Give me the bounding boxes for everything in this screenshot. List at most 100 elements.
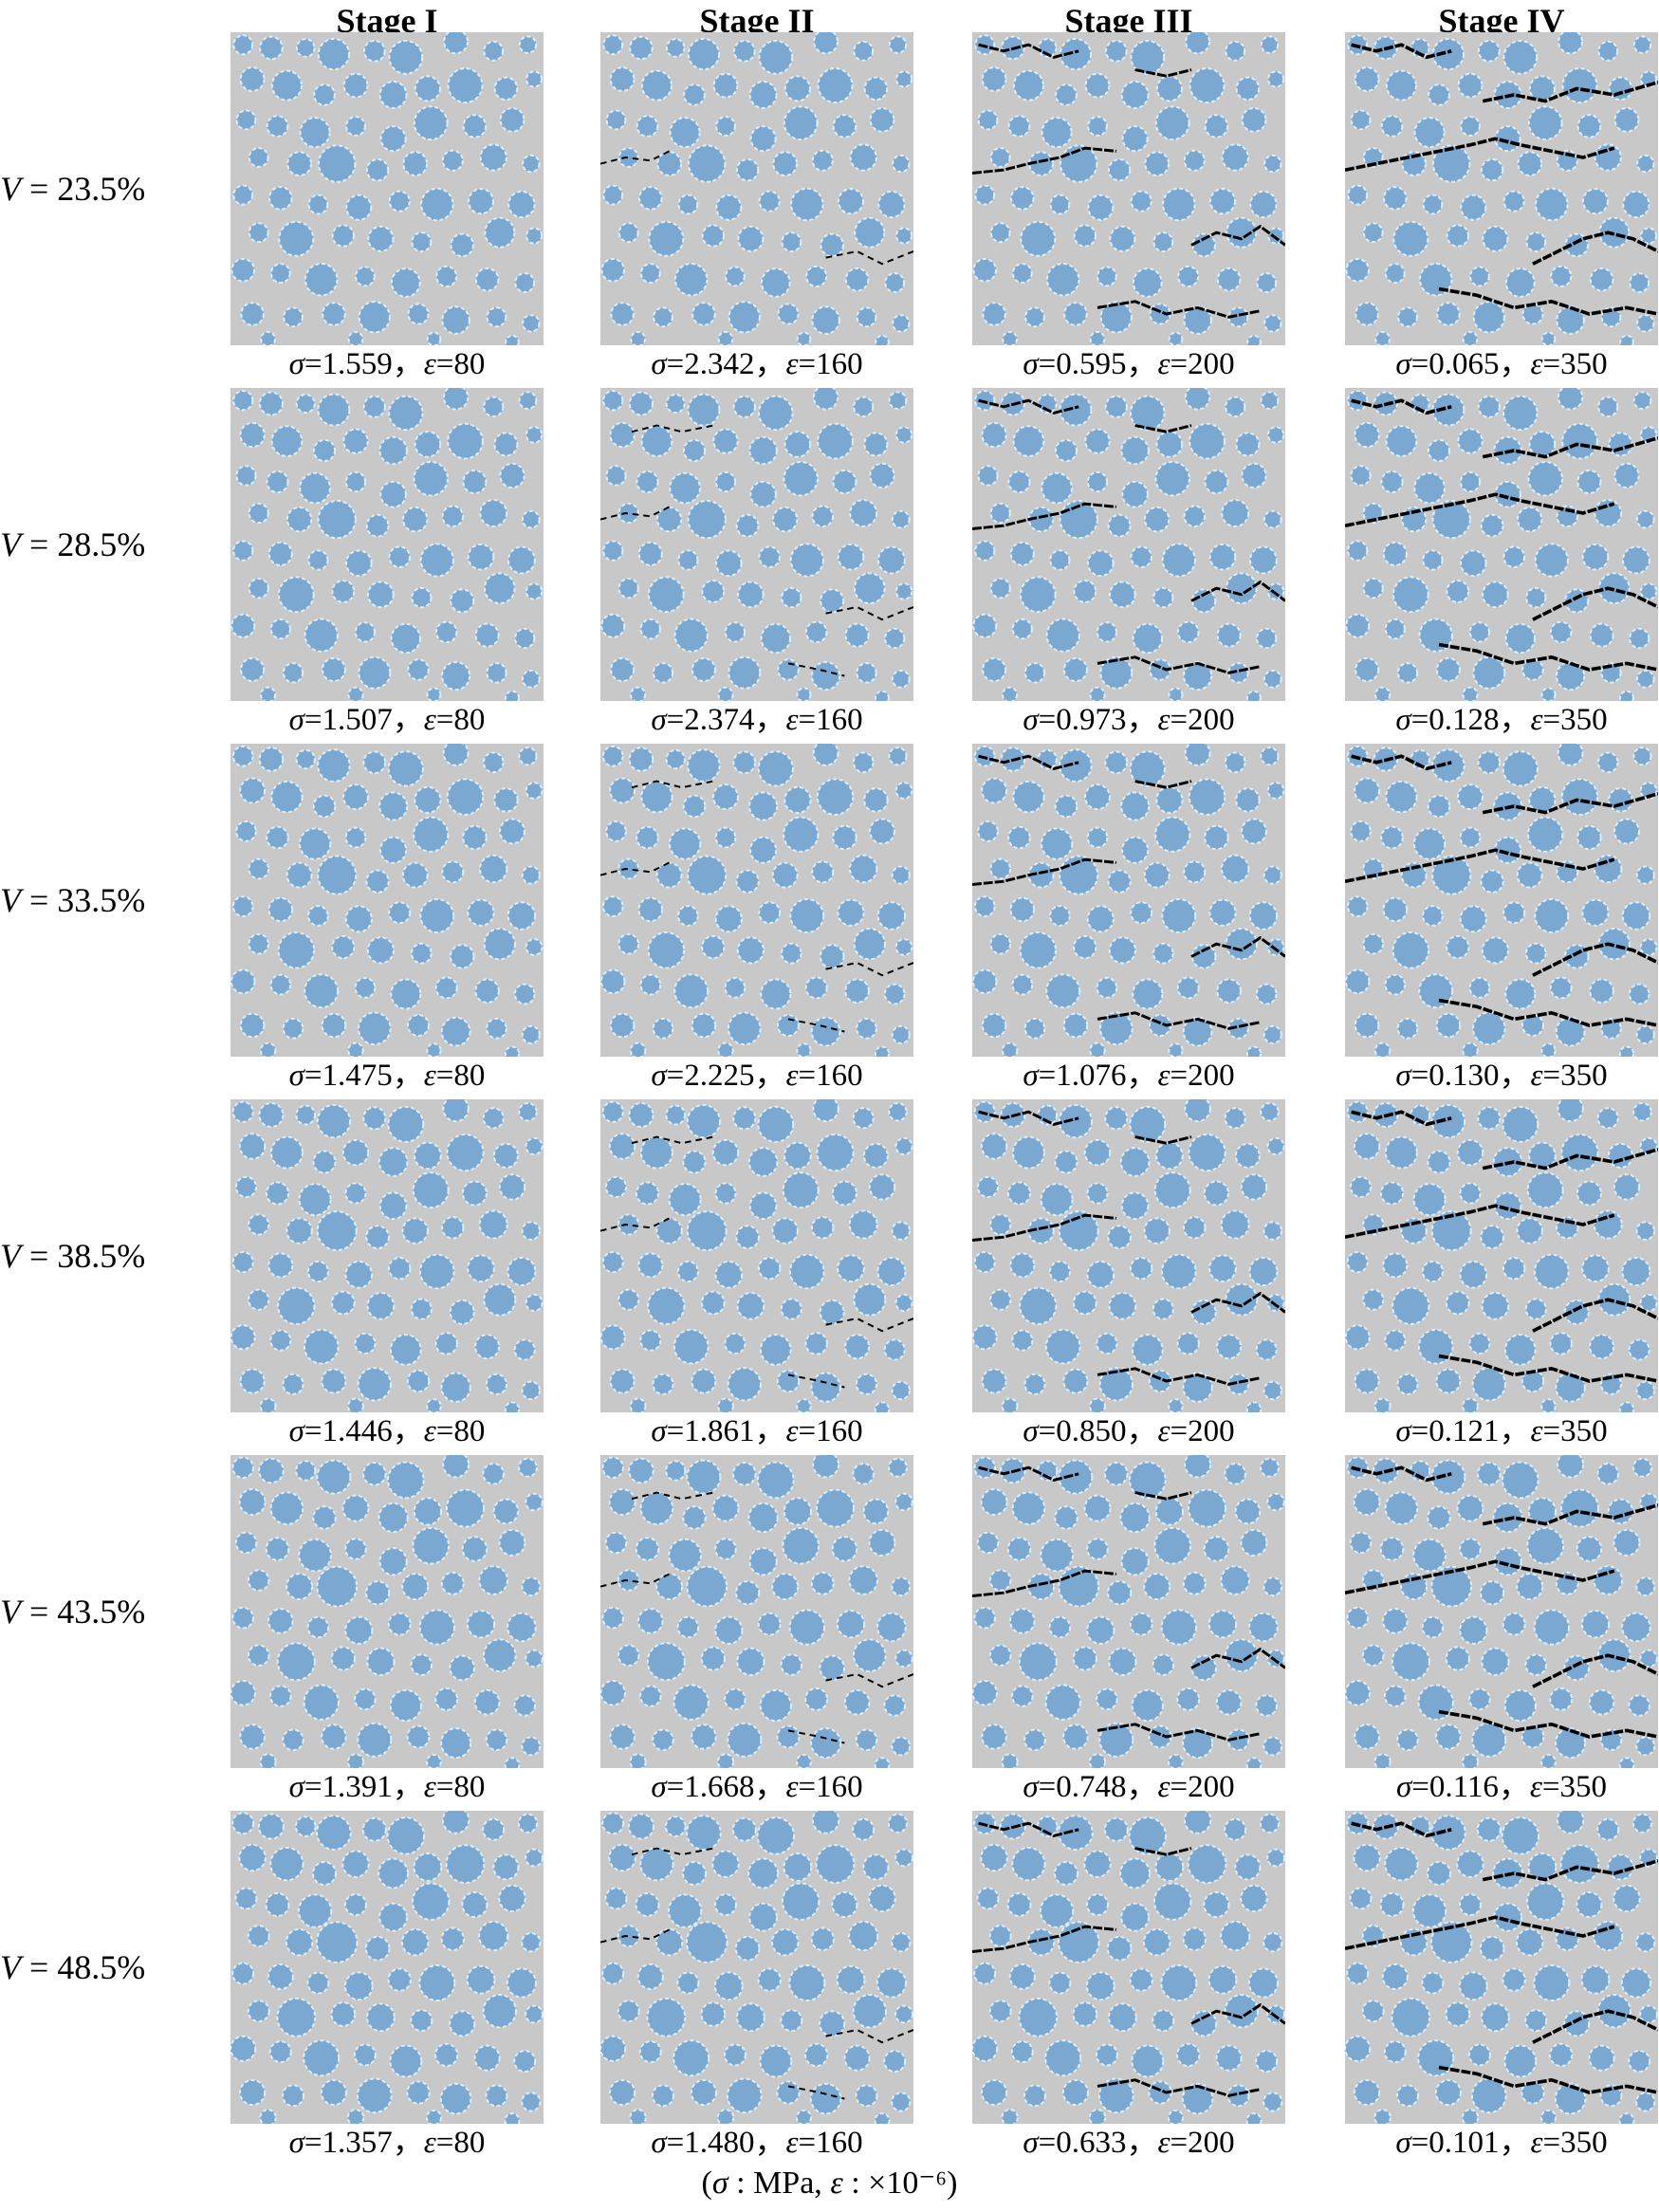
aggregate-particle [1353,1488,1381,1516]
epsilon-value: =200 [1170,1414,1235,1448]
aggregate-particle [888,391,908,411]
aggregate-particle [1635,670,1655,689]
aggregate-particle [269,618,291,640]
mesostructure-plot [1345,1099,1658,1412]
aggregate-particle [1086,1615,1115,1645]
aggregate-particle [989,578,1011,599]
aggregate-particle [1355,302,1379,326]
aggregate-particle [232,184,254,206]
aggregate-particle [1431,393,1465,427]
aggregate-particle [1533,1963,1571,2002]
aggregate-particle [1346,1606,1369,1630]
aggregate-particle [788,1609,825,1646]
aggregate-particle [687,393,721,427]
aggregate-particle [980,1133,1008,1160]
crack-path [972,146,1116,175]
aggregate-particle [760,267,791,298]
aggregate-particle [629,1041,647,1057]
aggregate-particle [654,1927,684,1957]
aggregate-particle [478,854,508,884]
aggregate-particle [525,782,544,800]
sigma-value: =1.480， [666,2126,786,2160]
aggregate-particle [1208,543,1237,571]
crack-path [1134,68,1192,78]
aggregate-particle [646,1997,687,2037]
aggregate-particle [1636,314,1655,333]
row-label-3: V = 33.5% [0,881,218,919]
aggregate-particle [1012,69,1044,101]
aggregate-particle [1639,2004,1658,2024]
aggregate-particle [1596,751,1619,774]
aggregate-particle [270,69,303,101]
caption-row4-stage3: σ=0.850，ε=200 [944,1414,1314,1448]
aggregate-particle [525,1136,544,1156]
aggregate-particle [521,1221,542,1241]
aggregate-particle [1240,1528,1268,1557]
crack-path [600,1928,671,1944]
aggregate-particle [876,1967,907,1999]
aggregate-particle [344,470,367,493]
aggregate-particle [1430,1210,1472,1252]
aggregate-particle [758,395,794,432]
aggregate-particle [1502,1612,1526,1636]
aggregate-particle [365,513,390,538]
aggregate-particle [714,470,737,493]
crack-path [600,861,671,876]
caption-row1-stage4: σ=0.065，ε=350 [1317,347,1659,381]
panel-row5-stage1 [230,1455,544,1768]
aggregate-particle [525,1649,544,1668]
aggregate-particle [478,1920,509,1952]
aggregate-particle [412,1171,450,1209]
crack-path [1345,848,1615,883]
aggregate-particle [1155,431,1184,458]
crack-path [825,250,913,266]
aggregate-particle [640,69,673,101]
aggregate-particle [230,258,255,283]
aggregate-particle [1011,973,1034,996]
aggregate-particle [989,932,1012,955]
aggregate-particle [413,816,450,853]
aggregate-particle [724,1332,747,1355]
crack-path [978,1110,1079,1126]
aggregate-particle [303,2039,341,2077]
aggregate-particle [1639,582,1658,600]
aggregate-particle [1048,1260,1071,1283]
aggregate-particle [600,1680,626,1706]
aggregate-particle [712,428,739,454]
aggregate-particle [259,2109,277,2124]
aggregate-particle [1639,1293,1658,1313]
aggregate-particle [426,687,442,701]
aggregate-particle [347,686,364,701]
aggregate-particle [1215,2044,1243,2072]
aggregate-particle [1594,499,1623,527]
aggregate-particle [1248,1612,1279,1643]
aggregate-particle [1445,1646,1470,1671]
aggregate-particle [1106,1935,1133,1962]
aggregate-particle [1396,2084,1419,2108]
crack-path [1134,1135,1192,1145]
aggregate-particle [231,1962,255,1985]
aggregate-particle [1131,2044,1165,2078]
aggregate-particle [1459,1260,1488,1289]
sigma-value: =2.225， [666,1059,786,1093]
aggregate-particle [1540,1398,1557,1412]
aggregate-particle [848,1209,878,1240]
aggregate-particle [1380,470,1404,494]
aggregate-particle [1628,1338,1650,1361]
crack-path [978,754,1079,770]
aggregate-particle [1504,978,1537,1010]
aggregate-particle [1007,115,1031,138]
aggregate-particle [388,40,424,75]
aggregate-particle [636,1963,664,1990]
aggregate-particle [1107,869,1132,894]
panel-row4-stage3 [972,1099,1285,1412]
aggregate-particle [1462,330,1479,345]
aggregate-particle [1006,1181,1032,1206]
crack-path [1097,1367,1261,1386]
aggregate-particle [285,1927,314,1957]
aggregate-particle [1241,107,1267,133]
aggregate-particle [426,1398,442,1412]
mesostructure-plot [230,388,544,701]
aggregate-particle [282,662,304,684]
aggregate-particle [647,576,685,614]
